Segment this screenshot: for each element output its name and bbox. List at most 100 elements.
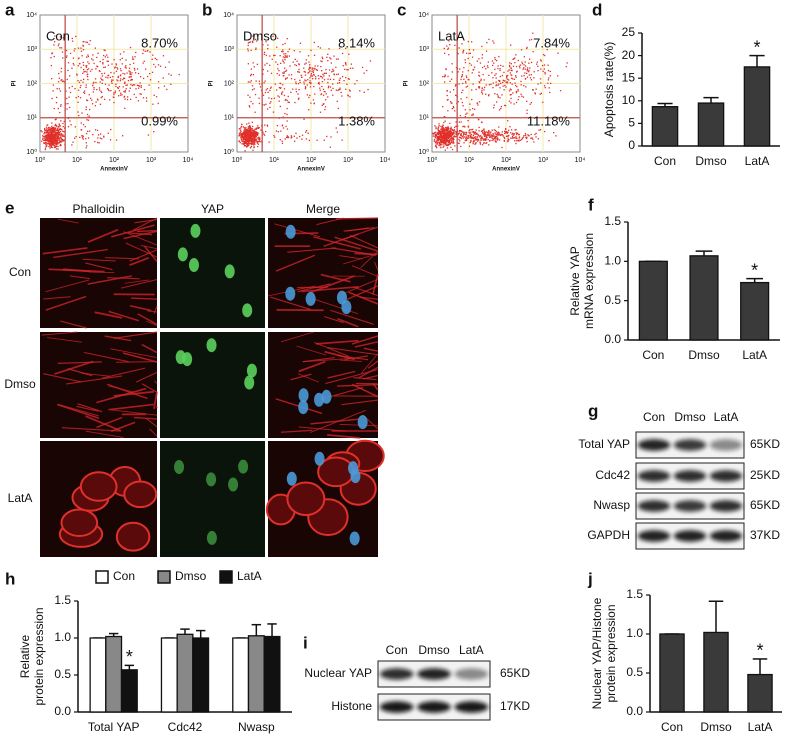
y-tick-label: 10¹ (224, 115, 235, 122)
dot (527, 134, 528, 135)
dot (451, 133, 452, 134)
dot (528, 70, 529, 71)
dot (505, 86, 506, 87)
dot (490, 131, 491, 132)
dot (537, 66, 538, 67)
dot (505, 128, 506, 129)
dot (336, 59, 337, 60)
dot (438, 128, 439, 129)
dot (81, 67, 82, 68)
bar (193, 638, 209, 712)
protein-label: Histone (331, 699, 372, 713)
dot (99, 142, 100, 143)
dot (240, 132, 241, 133)
dot (47, 137, 48, 138)
dot (475, 131, 476, 132)
panel-letter: g (588, 401, 598, 420)
dot (277, 68, 278, 69)
dot (279, 101, 280, 102)
dot (497, 137, 498, 138)
dot (448, 130, 449, 131)
y-tick-label: 20 (622, 48, 636, 62)
dot (321, 70, 322, 71)
dot (83, 69, 84, 70)
dot (330, 147, 331, 148)
dot (498, 56, 499, 57)
dot (489, 140, 490, 141)
dot (73, 63, 74, 64)
dot (330, 136, 331, 137)
dot (310, 74, 311, 75)
dot (463, 132, 464, 133)
dot (451, 139, 452, 140)
dot (474, 140, 475, 141)
dot (46, 139, 47, 140)
dot (255, 137, 256, 138)
dot (282, 91, 283, 92)
dot (499, 109, 500, 110)
dot (496, 77, 497, 78)
dot (289, 65, 290, 66)
dot (55, 132, 56, 133)
dot (97, 142, 98, 143)
dot (110, 129, 111, 130)
nucleus (244, 375, 254, 389)
y-tick-label: 1.5 (626, 587, 643, 601)
dot (101, 79, 102, 80)
dot (72, 38, 73, 39)
dot (549, 87, 550, 88)
dot (468, 58, 469, 59)
dot (460, 115, 461, 116)
dot (97, 130, 98, 131)
dot (122, 58, 123, 59)
dot (265, 92, 266, 93)
dot (83, 49, 84, 50)
dot (141, 94, 142, 95)
dot (248, 63, 249, 64)
dot (83, 41, 84, 42)
dot (305, 75, 306, 76)
dot (152, 72, 153, 73)
dot (53, 131, 54, 132)
dot (311, 73, 312, 74)
dot (299, 51, 300, 52)
dot (309, 140, 310, 141)
dot (277, 64, 278, 65)
dot (116, 64, 117, 65)
dot (472, 114, 473, 115)
dot (253, 130, 254, 131)
dot (518, 60, 519, 61)
dot (464, 126, 465, 127)
blot-band (455, 668, 489, 679)
dot (139, 86, 140, 87)
dot (156, 59, 157, 60)
dot (446, 131, 447, 132)
dot (463, 134, 464, 135)
dot (66, 50, 67, 51)
dot (327, 54, 328, 55)
dot (503, 86, 504, 87)
dot (134, 68, 135, 69)
dot (87, 69, 88, 70)
dot (50, 143, 51, 144)
dot (450, 101, 451, 102)
dot (453, 106, 454, 107)
dot (541, 93, 542, 94)
dot (503, 135, 504, 136)
dot (519, 67, 520, 68)
dot (86, 106, 87, 107)
dot (529, 59, 530, 60)
dot (134, 56, 135, 57)
dot (502, 75, 503, 76)
dot (512, 78, 513, 79)
dot (62, 51, 63, 52)
dot (78, 58, 79, 59)
dot (468, 136, 469, 137)
nucleus (287, 472, 297, 486)
dot (476, 130, 477, 131)
dot (77, 74, 78, 75)
dot (48, 127, 49, 128)
dot (90, 40, 91, 41)
dot (267, 70, 268, 71)
dot (548, 79, 549, 80)
